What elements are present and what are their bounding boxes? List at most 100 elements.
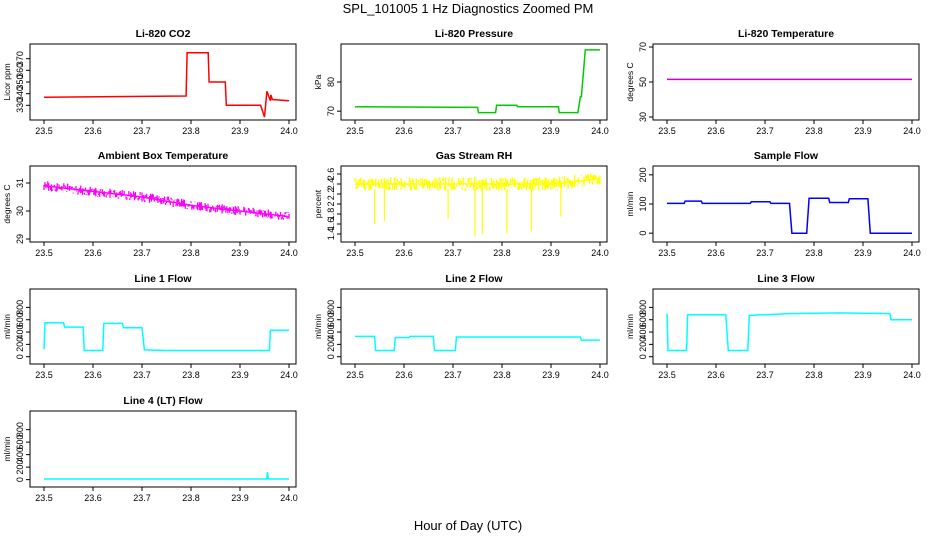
x-tick-label: 23.6 bbox=[84, 248, 102, 258]
y-tick-label: 400 bbox=[15, 325, 25, 340]
y-axis-label: ml/min bbox=[625, 191, 635, 216]
panel-title: Sample Flow bbox=[754, 150, 819, 162]
panel-rh: Gas Stream RH 23.5 23.6 23.7 23.8 23.9 24.0 1.4… bbox=[313, 150, 609, 258]
x-tick-label: 24.0 bbox=[280, 370, 298, 380]
y-tick-label: 30 bbox=[638, 112, 648, 122]
x-tick-label: 23.8 bbox=[493, 370, 511, 380]
x-tick-label: 23.6 bbox=[84, 493, 102, 503]
y-tick-label: 200 bbox=[638, 337, 648, 352]
y-tick-label: 50 bbox=[638, 77, 648, 87]
series-noise bbox=[43, 181, 290, 220]
y-tick-label: 600 bbox=[326, 312, 336, 327]
y-axis-label: Licor ppm bbox=[2, 63, 12, 100]
x-tick-label: 24.0 bbox=[903, 126, 921, 136]
x-tick-label: 23.5 bbox=[35, 126, 53, 136]
series-line bbox=[43, 322, 289, 352]
panel-frame bbox=[652, 288, 920, 365]
y-tick-label: 0 bbox=[326, 354, 336, 359]
panel-title: Li-820 CO2 bbox=[136, 28, 191, 40]
x-tick-label: 23.5 bbox=[658, 248, 676, 258]
y-tick-label: 360 bbox=[15, 63, 25, 78]
y-tick-label: 800 bbox=[638, 300, 648, 315]
y-tick-label: 31 bbox=[15, 178, 25, 188]
x-tick-label: 24.0 bbox=[903, 248, 921, 258]
x-tick-label: 23.8 bbox=[182, 126, 200, 136]
panel-line2: Line 2 Flow 23.5 23.6 23.7 23.8 23.9 24.0 0 2004… bbox=[313, 273, 609, 380]
x-tick-label: 23.8 bbox=[805, 370, 823, 380]
panel-sampleflow: Sample Flow 23.5 23.6 23.7 23.8 23.9 24.0 0 100 2… bbox=[625, 150, 921, 258]
y-tick-label: 330 bbox=[15, 98, 25, 113]
x-tick-label: 23.7 bbox=[756, 126, 774, 136]
y-tick-label: 70 bbox=[326, 106, 336, 116]
series-line bbox=[44, 471, 289, 480]
y-axis-label: ml/min bbox=[2, 314, 12, 339]
x-tick-label: 23.9 bbox=[542, 370, 560, 380]
y-tick-label: 600 bbox=[15, 435, 25, 450]
y-tick-label: 0 bbox=[15, 477, 25, 482]
panel-frame bbox=[29, 288, 297, 365]
x-tick-label: 23.5 bbox=[346, 248, 364, 258]
x-tick-label: 23.8 bbox=[805, 248, 823, 258]
y-tick-label: 200 bbox=[638, 167, 648, 182]
x-tick-label: 23.6 bbox=[707, 370, 725, 380]
panel-frame bbox=[340, 288, 608, 365]
x-tick-label: 24.0 bbox=[591, 126, 609, 136]
x-tick-label: 23.9 bbox=[231, 493, 249, 503]
y-tick-label: 200 bbox=[326, 337, 336, 352]
x-tick-label: 23.9 bbox=[854, 126, 872, 136]
y-tick-label: 800 bbox=[15, 300, 25, 315]
x-tick-label: 24.0 bbox=[591, 248, 609, 258]
x-tick-label: 23.7 bbox=[133, 248, 151, 258]
x-tick-label: 23.8 bbox=[805, 126, 823, 136]
figure-x-axis-label: Hour of Day (UTC) bbox=[413, 518, 523, 533]
y-tick-label: 400 bbox=[326, 325, 336, 340]
panel-temp: Li-820 Temperature 23.5 23.6 23.7 23.8 23.9 24… bbox=[625, 28, 921, 136]
panel-title: Li-820 Pressure bbox=[435, 28, 513, 40]
panel-title: Line 3 Flow bbox=[757, 273, 815, 285]
y-tick-label: 100 bbox=[638, 196, 648, 211]
panel-frame bbox=[29, 43, 297, 121]
panel-title: Gas Stream RH bbox=[436, 150, 512, 162]
x-tick-label: 24.0 bbox=[903, 370, 921, 380]
y-tick-label: 200 bbox=[15, 460, 25, 475]
y-tick-label: 400 bbox=[638, 325, 648, 340]
x-tick-label: 23.7 bbox=[133, 493, 151, 503]
panel-title: Li-820 Temperature bbox=[738, 28, 834, 40]
x-tick-label: 23.5 bbox=[658, 370, 676, 380]
panel-frame bbox=[340, 43, 608, 121]
x-tick-label: 24.0 bbox=[280, 248, 298, 258]
x-tick-label: 24.0 bbox=[280, 493, 298, 503]
y-axis-label: kPa bbox=[313, 74, 323, 89]
x-tick-label: 23.9 bbox=[231, 126, 249, 136]
x-tick-label: 23.5 bbox=[35, 370, 53, 380]
x-tick-label: 23.8 bbox=[493, 126, 511, 136]
x-tick-label: 23.7 bbox=[444, 370, 462, 380]
series-line bbox=[666, 312, 912, 352]
y-tick-label: 800 bbox=[15, 422, 25, 437]
panel-line1: Line 1 Flow 23.5 23.6 23.7 23.8 23.9 24.0 0 2004… bbox=[2, 273, 298, 380]
x-tick-label: 23.8 bbox=[182, 493, 200, 503]
x-tick-label: 23.6 bbox=[395, 126, 413, 136]
y-axis-label: ml/min bbox=[313, 314, 323, 339]
series-noise bbox=[354, 173, 601, 191]
panel-title: Line 4 (LT) Flow bbox=[123, 395, 203, 407]
y-tick-label: 29 bbox=[15, 234, 25, 244]
x-tick-label: 23.9 bbox=[854, 370, 872, 380]
x-tick-label: 24.0 bbox=[280, 126, 298, 136]
x-tick-label: 23.7 bbox=[444, 126, 462, 136]
y-tick-label: 2.4 bbox=[326, 178, 336, 191]
y-tick-label: 30 bbox=[15, 206, 25, 216]
x-tick-label: 23.5 bbox=[35, 493, 53, 503]
x-tick-label: 23.7 bbox=[133, 126, 151, 136]
y-tick-label: 2 bbox=[326, 201, 336, 206]
series-line bbox=[43, 52, 290, 118]
y-tick-label: 2.6 bbox=[326, 168, 336, 181]
x-tick-label: 23.5 bbox=[658, 126, 676, 136]
panel-frame bbox=[340, 165, 608, 243]
panel-frame bbox=[29, 410, 297, 488]
panel-line4: Line 4 (LT) Flow 23.5 23.6 23.7 23.8 23.9 24.0… bbox=[2, 395, 298, 503]
figure-title: SPL_101005 1 Hz Diagnostics Zoomed PM bbox=[342, 1, 594, 16]
y-tick-label: 350 bbox=[15, 74, 25, 89]
x-tick-label: 23.9 bbox=[542, 126, 560, 136]
